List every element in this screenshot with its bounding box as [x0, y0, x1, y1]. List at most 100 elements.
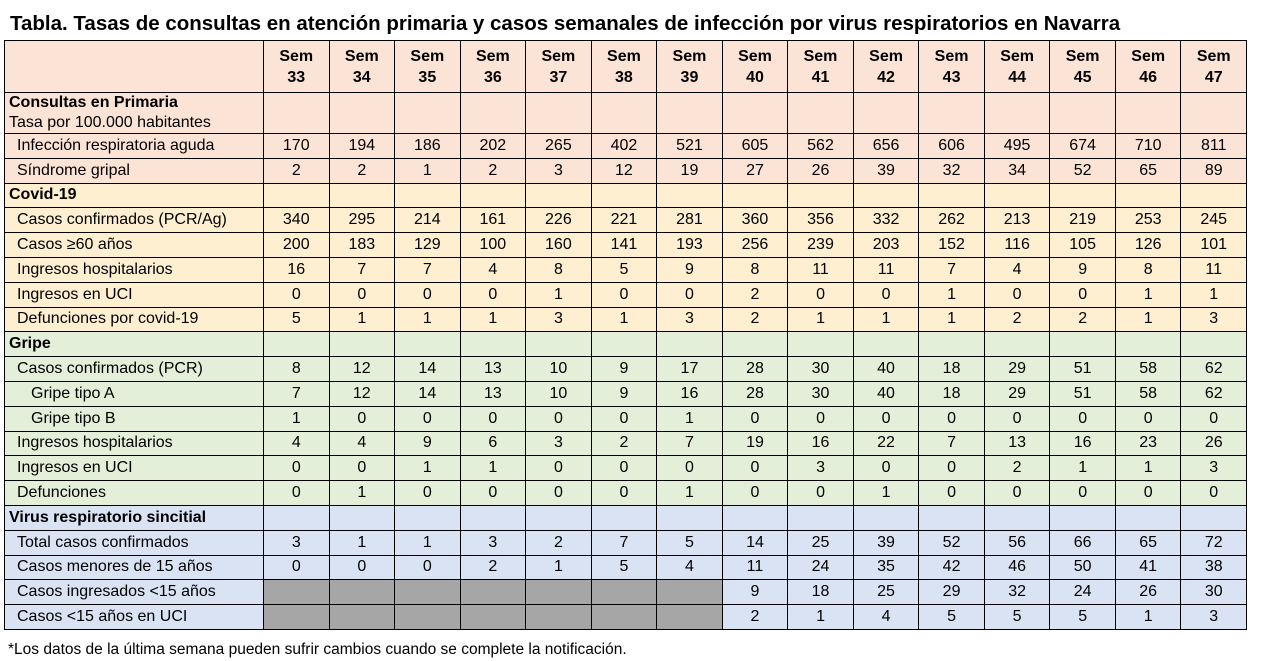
value-cell: 0 — [852, 455, 920, 482]
value-cell: 0 — [590, 405, 658, 432]
value-cell: 32 — [983, 579, 1051, 606]
section-row: Consultas en Primaria Tasa por 100.000 ha… — [4, 92, 1247, 134]
section-row: Covid-19 — [4, 182, 1247, 209]
value-cell: 193 — [656, 232, 723, 258]
value-cell: 221 — [590, 207, 658, 234]
value-cell: 1 — [918, 281, 985, 308]
empty-cell — [459, 504, 527, 531]
value-cell: 62 — [1180, 380, 1247, 407]
empty-cell — [1180, 92, 1247, 134]
empty-cell — [263, 504, 330, 531]
header-row: Sem 33 Sem 34 Sem 35 Sem 36 Sem 37 Sem 38 Sem … — [4, 40, 1247, 93]
value-cell: 161 — [459, 207, 527, 234]
value-cell: 13 — [459, 356, 527, 382]
value-cell: 183 — [328, 232, 396, 258]
value-cell: 7 — [590, 529, 658, 556]
data-row: Casos menores de 15 años 0 0 0 2 1 5 4 11 24 35 42 4… — [4, 554, 1247, 581]
value-cell: 3 — [263, 529, 330, 556]
column-header: Sem 43 — [918, 40, 985, 93]
value-cell: 7 — [328, 256, 396, 283]
value-cell: 25 — [852, 579, 920, 606]
value-cell: 0 — [1114, 405, 1182, 432]
empty-cell — [852, 92, 920, 134]
value-cell: 9 — [721, 579, 789, 606]
value-cell: 4 — [459, 256, 527, 283]
empty-cell — [394, 92, 461, 134]
value-cell: 1 — [656, 480, 723, 506]
empty-cell — [590, 331, 658, 358]
value-cell: 11 — [721, 554, 789, 581]
value-cell: 11 — [852, 256, 920, 283]
value-cell: 0 — [852, 281, 920, 308]
value-cell: 19 — [721, 430, 789, 457]
value-cell: 7 — [656, 430, 723, 457]
empty-cell — [263, 92, 330, 134]
value-cell: 65 — [1114, 529, 1182, 556]
value-cell: 2 — [721, 604, 789, 630]
section-title: Virus respiratorio sincitial — [9, 508, 207, 526]
value-cell: 0 — [590, 480, 658, 506]
value-cell: 56 — [983, 529, 1051, 556]
data-row: Defunciones por covid-19 5 1 1 1 3 1 3 2 1 1 1 2 2 1 3 — [4, 306, 1247, 333]
value-cell: 6 — [459, 430, 527, 457]
value-cell: 1 — [852, 306, 920, 333]
value-cell: 39 — [852, 529, 920, 556]
value-cell: 1 — [852, 480, 920, 506]
value-cell: 262 — [918, 207, 985, 234]
value-cell: 58 — [1114, 356, 1182, 382]
value-cell: 1 — [525, 554, 592, 581]
section-title-cell: Virus respiratorio sincitial — [4, 504, 264, 531]
data-row: Casos ingresados <15 años 9 18 25 29 32 24 26 30 — [4, 579, 1247, 606]
section-row: Virus respiratorio sincitial — [4, 504, 1247, 531]
value-cell: 3 — [525, 306, 592, 333]
value-cell: 26 — [1114, 579, 1182, 606]
empty-cell — [1049, 92, 1116, 134]
empty-cell — [852, 182, 920, 209]
value-cell: 4 — [983, 256, 1051, 283]
value-cell: 226 — [525, 207, 592, 234]
value-cell: 1 — [459, 455, 527, 482]
value-cell: 5 — [590, 256, 658, 283]
empty-cell — [918, 504, 985, 531]
value-cell: 1 — [394, 455, 461, 482]
value-cell: 9 — [1049, 256, 1116, 283]
row-label: Gripe tipo A — [4, 380, 264, 407]
value-cell: 4 — [852, 604, 920, 630]
value-cell: 219 — [1049, 207, 1116, 234]
row-label: Infección respiratoria aguda — [4, 133, 264, 159]
corner-cell — [4, 40, 264, 93]
value-cell: 0 — [721, 405, 789, 432]
section-subtitle: Tasa por 100.000 habitantes — [9, 114, 211, 131]
row-label: Casos <15 años en UCI — [4, 604, 264, 630]
empty-cell — [328, 92, 396, 134]
value-cell: 89 — [1180, 157, 1247, 184]
value-cell: 256 — [721, 232, 789, 258]
column-header: Sem 34 — [328, 40, 396, 93]
empty-cell — [1180, 182, 1247, 209]
empty-cell — [590, 182, 658, 209]
value-cell: 2 — [983, 455, 1051, 482]
unavailable-cell — [394, 579, 461, 606]
value-cell: 0 — [1180, 405, 1247, 432]
unavailable-cell — [656, 604, 723, 630]
value-cell: 4 — [263, 430, 330, 457]
value-cell: 281 — [656, 207, 723, 234]
value-cell: 16 — [1049, 430, 1116, 457]
empty-cell — [459, 92, 527, 134]
value-cell: 340 — [263, 207, 330, 234]
empty-cell — [787, 331, 854, 358]
value-cell: 58 — [1114, 380, 1182, 407]
value-cell: 141 — [590, 232, 658, 258]
column-header: Sem 33 — [263, 40, 330, 93]
value-cell: 1 — [1114, 455, 1182, 482]
section-row: Gripe — [4, 331, 1247, 358]
section-title-cell: Covid-19 — [4, 182, 264, 209]
value-cell: 52 — [1049, 157, 1116, 184]
row-label: Casos confirmados (PCR/Ag) — [4, 207, 264, 234]
row-label: Defunciones — [4, 480, 264, 506]
empty-cell — [328, 331, 396, 358]
row-label: Ingresos en UCI — [4, 281, 264, 308]
empty-cell — [394, 504, 461, 531]
